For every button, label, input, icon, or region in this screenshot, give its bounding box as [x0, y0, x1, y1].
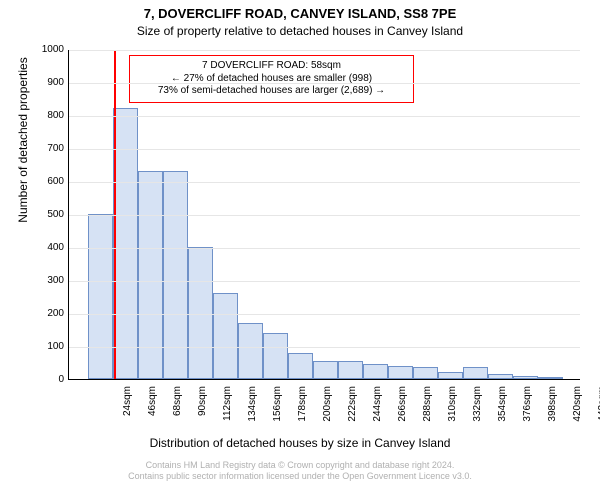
x-tick-label: 354sqm [497, 386, 508, 436]
attribution-line1: Contains HM Land Registry data © Crown c… [0, 460, 600, 471]
x-tick-label: 332sqm [472, 386, 483, 436]
histogram-bar [488, 374, 513, 379]
histogram-bar [213, 293, 238, 379]
y-tick-label: 800 [28, 110, 64, 121]
histogram-bar [388, 366, 413, 379]
x-tick-label: 420sqm [572, 386, 583, 436]
gridline [69, 149, 580, 150]
x-tick-label: 222sqm [347, 386, 358, 436]
x-tick-label: 46sqm [147, 386, 158, 436]
histogram-bar [463, 367, 488, 379]
chart-title: 7, DOVERCLIFF ROAD, CANVEY ISLAND, SS8 7… [0, 6, 600, 22]
x-tick-label: 134sqm [247, 386, 258, 436]
y-tick-label: 300 [28, 275, 64, 286]
gridline [69, 182, 580, 183]
histogram-bar [188, 247, 213, 379]
histogram-bar [238, 323, 263, 379]
histogram-bar [413, 367, 438, 379]
x-axis-label: Distribution of detached houses by size … [0, 436, 600, 450]
gridline [69, 116, 580, 117]
histogram-bar [313, 361, 338, 379]
x-tick-label: 156sqm [272, 386, 283, 436]
callout-line1: 7 DOVERCLIFF ROAD: 58sqm [136, 60, 407, 73]
y-tick-label: 100 [28, 341, 64, 352]
x-tick-label: 90sqm [197, 386, 208, 436]
x-tick-label: 310sqm [447, 386, 458, 436]
gridline [69, 83, 580, 84]
callout-box: 7 DOVERCLIFF ROAD: 58sqm ← 27% of detach… [129, 55, 414, 103]
callout-line3: 73% of semi-detached houses are larger (… [136, 85, 407, 98]
gridline [69, 347, 580, 348]
y-tick-label: 400 [28, 242, 64, 253]
histogram-bar [363, 364, 388, 379]
histogram-bar [513, 376, 538, 379]
gridline [69, 215, 580, 216]
histogram-bar [288, 353, 313, 379]
chart-subtitle: Size of property relative to detached ho… [0, 24, 600, 38]
x-tick-label: 178sqm [297, 386, 308, 436]
gridline [69, 281, 580, 282]
x-tick-label: 376sqm [522, 386, 533, 436]
histogram-bar [338, 361, 363, 379]
x-tick-label: 398sqm [547, 386, 558, 436]
x-tick-label: 24sqm [122, 386, 133, 436]
histogram-bar [438, 372, 463, 379]
y-tick-label: 900 [28, 77, 64, 88]
chart-container: { "chart": { "type": "histogram", "title… [0, 0, 600, 500]
y-tick-label: 200 [28, 308, 64, 319]
y-tick-label: 1000 [28, 44, 64, 55]
y-tick-label: 600 [28, 176, 64, 187]
x-tick-label: 112sqm [222, 386, 233, 436]
gridline [69, 248, 580, 249]
y-tick-label: 500 [28, 209, 64, 220]
x-tick-label: 68sqm [172, 386, 183, 436]
x-tick-label: 244sqm [372, 386, 383, 436]
x-tick-label: 266sqm [397, 386, 408, 436]
histogram-bar [263, 333, 288, 379]
histogram-bar [88, 214, 113, 379]
plot-area: 7 DOVERCLIFF ROAD: 58sqm ← 27% of detach… [68, 50, 580, 380]
y-tick-label: 700 [28, 143, 64, 154]
x-tick-label: 200sqm [322, 386, 333, 436]
attribution-line2: Contains public sector information licen… [0, 471, 600, 482]
attribution: Contains HM Land Registry data © Crown c… [0, 460, 600, 482]
gridline [69, 314, 580, 315]
histogram-bar [538, 377, 563, 379]
gridline [69, 50, 580, 51]
y-tick-label: 0 [28, 374, 64, 385]
x-tick-label: 288sqm [422, 386, 433, 436]
